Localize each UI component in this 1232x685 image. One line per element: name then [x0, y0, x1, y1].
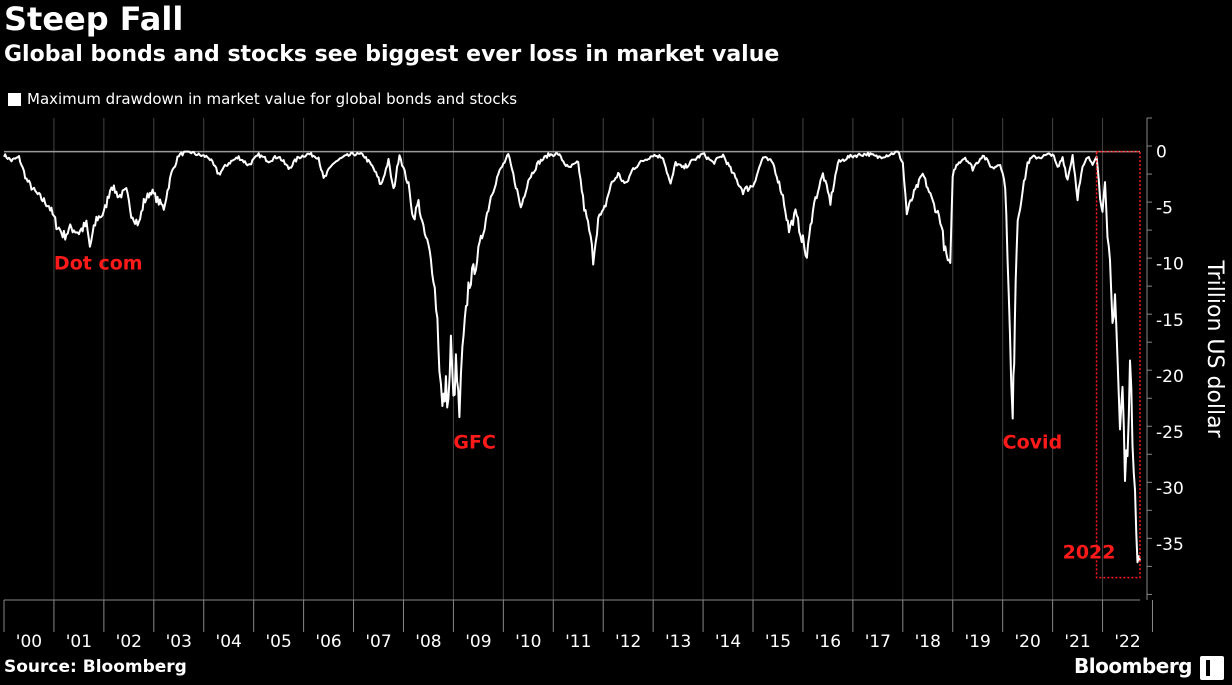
- annotation-covid: Covid: [1003, 432, 1063, 454]
- x-tick-label: '20: [1014, 632, 1040, 652]
- y-tick-label: 0: [1156, 143, 1167, 163]
- x-tick-label: '11: [565, 632, 591, 652]
- brand-logo-text: Bloomberg: [1074, 654, 1192, 678]
- legend: Maximum drawdown in market value for glo…: [8, 88, 517, 110]
- legend-label: Maximum drawdown in market value for glo…: [27, 90, 518, 108]
- drawdown-series-line: [3, 150, 1141, 564]
- x-tick-label: '05: [265, 632, 291, 652]
- annotation-2022: 2022: [1063, 542, 1116, 564]
- x-tick-label: '08: [415, 632, 441, 652]
- x-tick-label: '18: [915, 632, 941, 652]
- highlight-box-2022: [1095, 150, 1141, 579]
- x-tick-label: '00: [16, 632, 42, 652]
- axes: '00 '01 '02 '03 '04 '05 '06 '07 '08 '09 '10 '11 '12 '…: [3, 117, 1227, 652]
- y-tick-label: -15: [1156, 311, 1184, 331]
- bloomberg-logo-icon: [1200, 656, 1224, 680]
- source-note: Source: Bloomberg: [4, 657, 187, 677]
- x-tick-label: '03: [166, 632, 192, 652]
- y-tick-label: -25: [1156, 423, 1184, 443]
- x-tick-label: '10: [515, 632, 541, 652]
- x-tick-label: '07: [365, 632, 391, 652]
- x-tick-label: '17: [865, 632, 891, 652]
- y-tick-label: -35: [1156, 535, 1184, 555]
- x-tick-label: '15: [765, 632, 791, 652]
- annotation-gfc: GFC: [453, 432, 496, 454]
- annotation-dot-com: Dot com: [54, 252, 143, 274]
- x-tick-label: '01: [66, 632, 92, 652]
- y-tick-label: -20: [1156, 367, 1184, 387]
- x-tick-label: '09: [465, 632, 491, 652]
- y-tick-label: -30: [1156, 479, 1184, 499]
- annotations: Dot com GFC Covid 2022: [54, 150, 1141, 579]
- x-tick-label: '19: [965, 632, 991, 652]
- chart-title: Steep Fall: [4, 0, 184, 38]
- x-tick-label: '12: [615, 632, 641, 652]
- grid: [53, 118, 1104, 600]
- x-tick-label: '14: [715, 632, 741, 652]
- legend-swatch: [8, 92, 21, 106]
- x-tick-label: '22: [1114, 632, 1140, 652]
- y-tick-label: -10: [1156, 255, 1184, 275]
- x-tick-label: '06: [315, 632, 341, 652]
- y-axis-title: Trillion US dollar: [1202, 259, 1227, 438]
- series: [3, 150, 1141, 564]
- chart-subtitle: Global bonds and stocks see biggest ever…: [4, 42, 780, 67]
- x-tick-label: '16: [815, 632, 841, 652]
- x-tick-label: '04: [216, 632, 242, 652]
- x-tick-label: '21: [1064, 632, 1090, 652]
- y-tick-label: -5: [1156, 199, 1173, 219]
- x-tick-label: '02: [116, 632, 142, 652]
- x-tick-label: '13: [665, 632, 691, 652]
